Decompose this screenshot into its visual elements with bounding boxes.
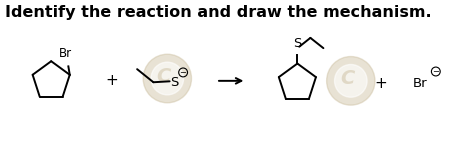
Text: −: − [432,67,439,76]
Text: S: S [293,37,301,50]
Text: Br: Br [59,47,72,60]
Circle shape [151,62,183,95]
Text: −: − [180,68,187,77]
Text: C: C [156,67,171,86]
Text: Identify the reaction and draw the mechanism.: Identify the reaction and draw the mecha… [5,5,431,20]
Circle shape [335,64,367,97]
Text: +: + [374,76,387,91]
Circle shape [327,56,375,105]
Text: +: + [105,73,118,88]
Text: S: S [171,76,179,89]
Text: C: C [340,69,354,89]
Text: Br: Br [413,77,428,90]
Circle shape [143,54,191,103]
